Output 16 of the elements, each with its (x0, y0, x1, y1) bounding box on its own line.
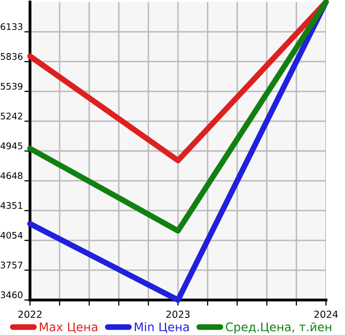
y-tick-label: 3460 (0, 291, 22, 298)
y-tick-label: 4945 (0, 142, 22, 150)
x-tick-label: 2024 (314, 310, 338, 318)
legend-label: Min Цена (134, 322, 189, 334)
legend-label: Сред.Цена, т.йен (226, 322, 332, 334)
y-tick-label: 4351 (0, 202, 22, 209)
y-tick-label: 4648 (0, 172, 22, 180)
y-tick-label: 6133 (0, 23, 22, 30)
y-tick-label: 5836 (0, 53, 22, 60)
x-tick-label: 2022 (18, 310, 42, 318)
y-tick-label: 4054 (0, 232, 23, 239)
y-tick-label: 3757 (0, 262, 22, 268)
legend-label: Max Цена (40, 322, 98, 334)
y-tick-label: 5539 (0, 82, 22, 90)
x-tick-label: 2023 (166, 310, 190, 318)
y-tick-label: 5242 (0, 112, 22, 120)
